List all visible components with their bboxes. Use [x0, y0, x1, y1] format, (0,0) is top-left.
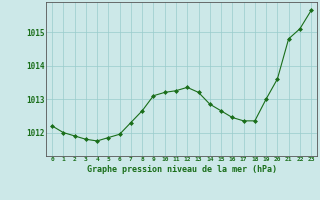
- X-axis label: Graphe pression niveau de la mer (hPa): Graphe pression niveau de la mer (hPa): [87, 165, 276, 174]
